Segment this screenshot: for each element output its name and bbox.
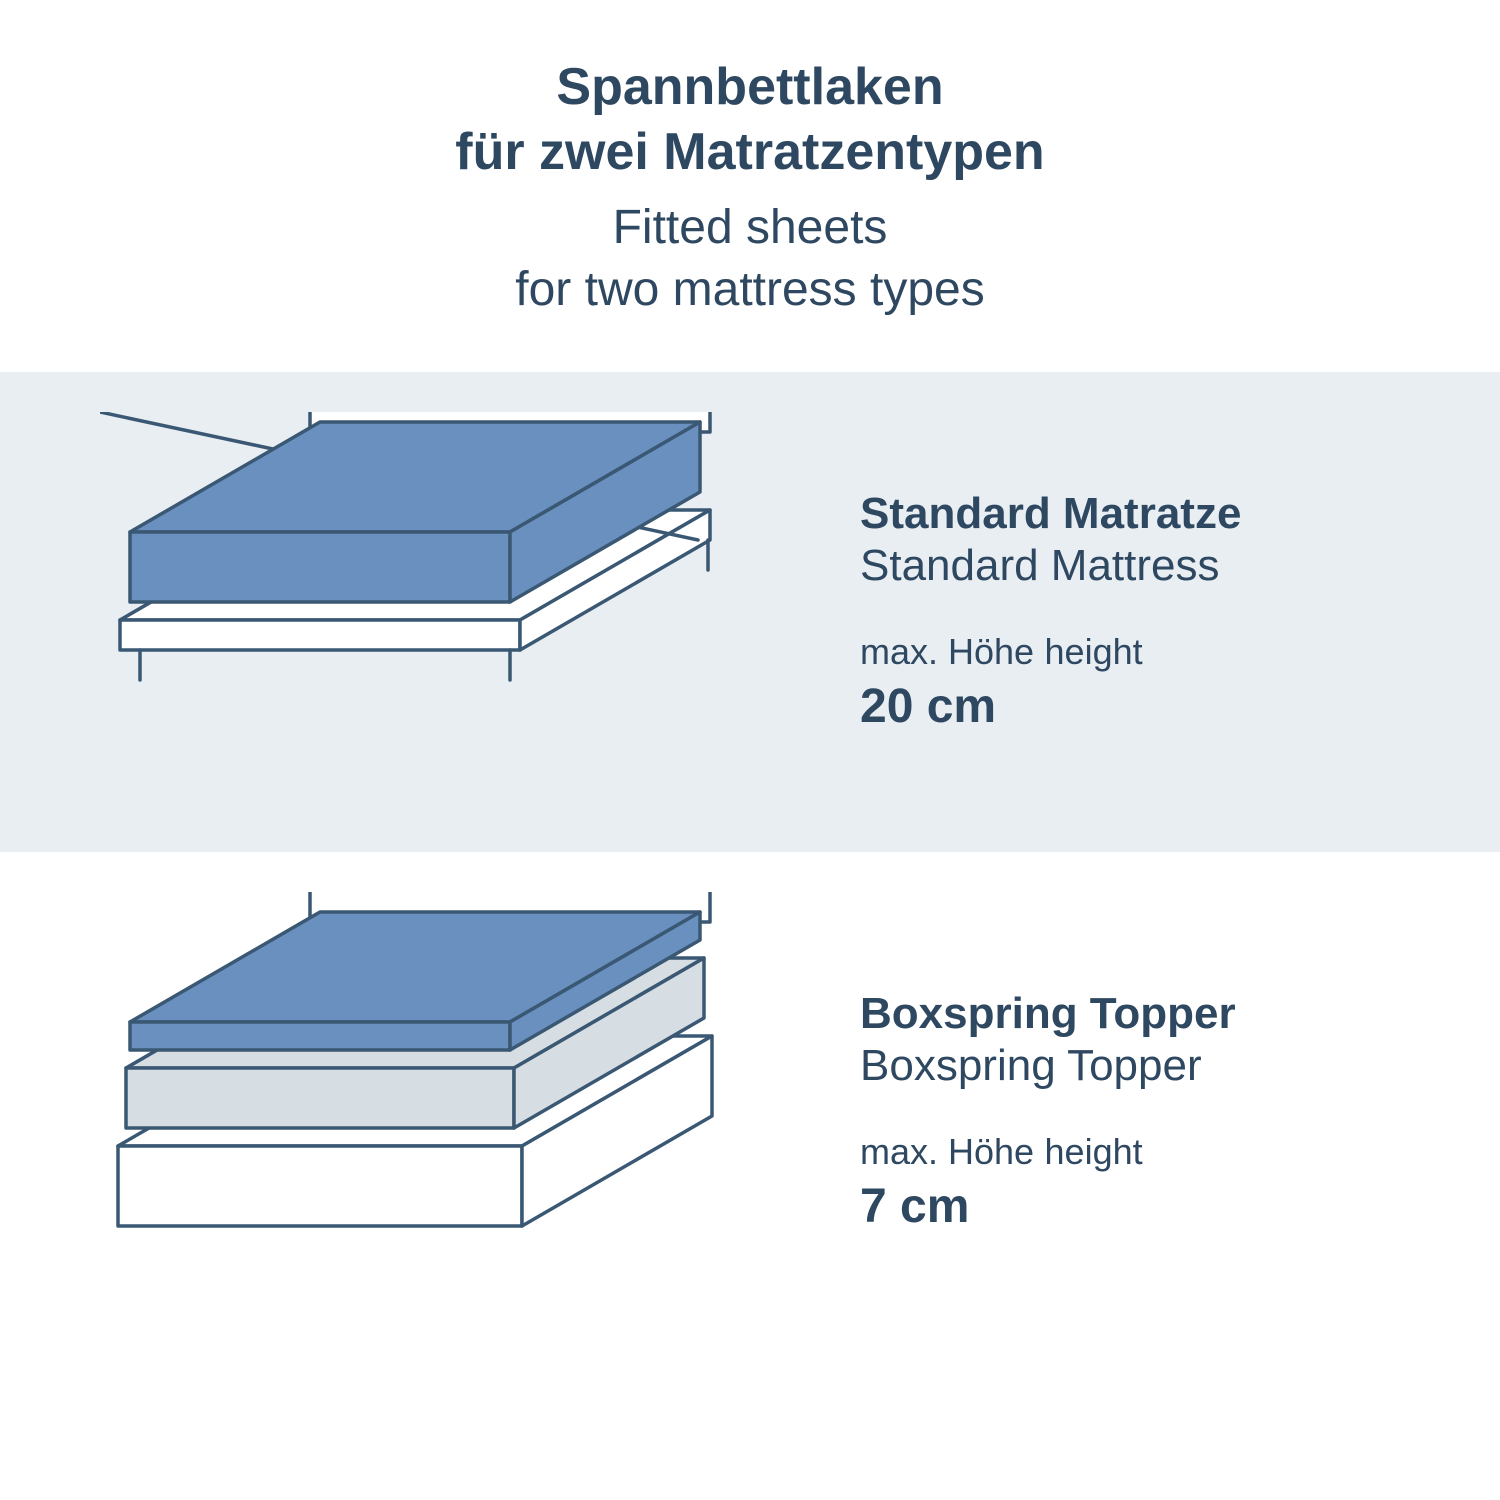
name-en: Standard Mattress <box>860 541 1420 591</box>
name-de: Boxspring Topper <box>860 989 1420 1039</box>
bed-boxspring-svg <box>100 892 740 1332</box>
name-de: Standard Matratze <box>860 489 1420 539</box>
row-boxspring-topper: Boxspring Topper Boxspring Topper max. H… <box>0 852 1500 1372</box>
infographic-page: Spannbettlaken für zwei Matratzentypen F… <box>0 0 1500 1500</box>
title-en: Fitted sheets for two mattress types <box>40 197 1460 322</box>
illustration-standard-mattress <box>100 412 840 812</box>
text-standard-mattress: Standard Matratze Standard Mattress max.… <box>840 489 1420 734</box>
spec-label-de: max. Höhe <box>860 1131 1034 1172</box>
spec-line: max. Höhe height <box>860 631 1420 673</box>
spec-label-de: max. Höhe <box>860 631 1034 672</box>
illustration-boxspring-topper <box>100 892 840 1332</box>
spec-line: max. Höhe height <box>860 1131 1420 1173</box>
bed-standard-svg <box>100 412 740 812</box>
spec-label-en: height <box>1045 1131 1143 1172</box>
title-en-line1: Fitted sheets <box>613 201 888 254</box>
title-de: Spannbettlaken für zwei Matratzentypen <box>40 55 1460 185</box>
spec-label-en: height <box>1045 631 1143 672</box>
spec-value: 20 cm <box>860 679 1420 734</box>
spec-value: 7 cm <box>860 1179 1420 1234</box>
name-en: Boxspring Topper <box>860 1041 1420 1091</box>
title-de-line2: für zwei Matratzentypen <box>455 123 1044 181</box>
text-boxspring-topper: Boxspring Topper Boxspring Topper max. H… <box>840 989 1420 1234</box>
title-de-line1: Spannbettlaken <box>556 58 943 116</box>
title-en-line2: for two mattress types <box>515 263 984 316</box>
header: Spannbettlaken für zwei Matratzentypen F… <box>0 0 1500 372</box>
row-standard-mattress: Standard Matratze Standard Mattress max.… <box>0 372 1500 852</box>
